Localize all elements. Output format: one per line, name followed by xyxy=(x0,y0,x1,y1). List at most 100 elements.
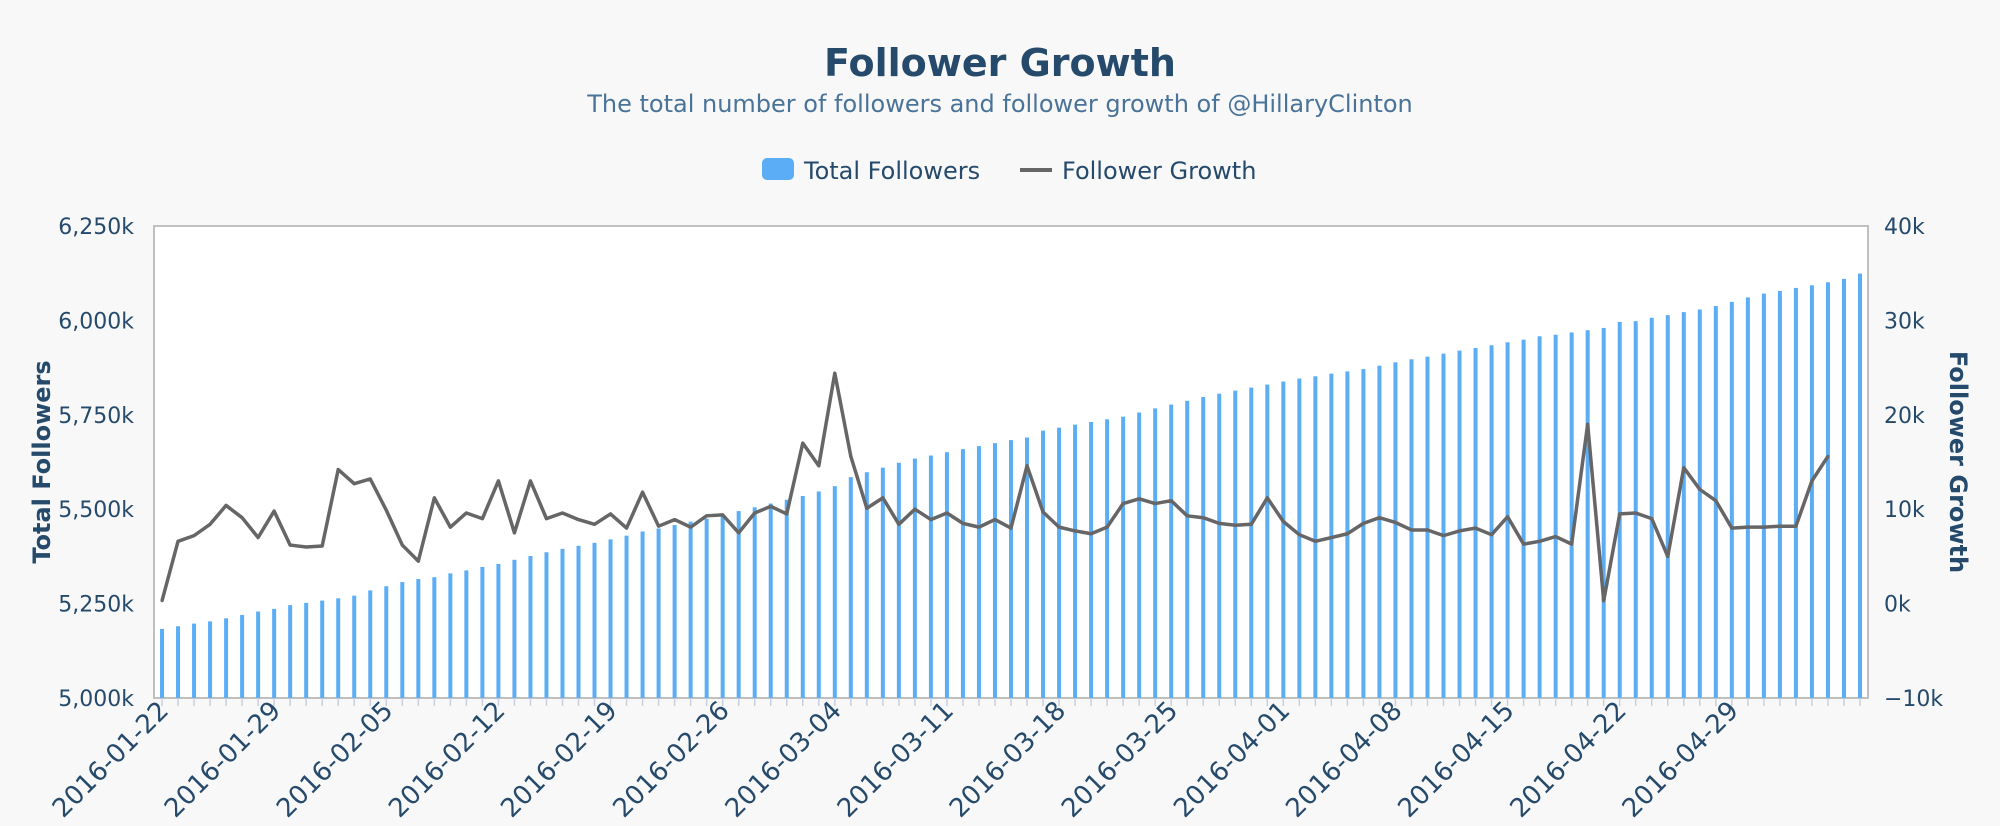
point-follower-growth[interactable] xyxy=(689,525,693,529)
bar-total-followers[interactable] xyxy=(1841,278,1846,698)
point-follower-growth[interactable] xyxy=(1105,525,1109,529)
legend-item-total-followers[interactable]: Total Followers xyxy=(762,157,980,185)
bar-total-followers[interactable] xyxy=(208,621,213,698)
bar-total-followers[interactable] xyxy=(1313,376,1318,698)
point-follower-growth[interactable] xyxy=(1185,514,1189,518)
bar-total-followers[interactable] xyxy=(1185,400,1190,698)
point-follower-growth[interactable] xyxy=(753,511,757,515)
bar-total-followers[interactable] xyxy=(1489,345,1494,698)
point-follower-growth[interactable] xyxy=(368,477,372,481)
point-follower-growth[interactable] xyxy=(785,512,789,516)
point-follower-growth[interactable] xyxy=(897,522,901,526)
point-follower-growth[interactable] xyxy=(1057,525,1061,529)
bar-total-followers[interactable] xyxy=(1649,317,1654,698)
bar-total-followers[interactable] xyxy=(1137,412,1142,698)
bar-total-followers[interactable] xyxy=(912,458,917,698)
bar-total-followers[interactable] xyxy=(1809,285,1814,698)
point-follower-growth[interactable] xyxy=(1554,535,1558,539)
bar-total-followers[interactable] xyxy=(1393,362,1398,698)
point-follower-growth[interactable] xyxy=(977,525,981,529)
bar-total-followers[interactable] xyxy=(1585,330,1590,698)
point-follower-growth[interactable] xyxy=(929,518,933,522)
point-follower-growth[interactable] xyxy=(1313,539,1317,543)
bar-total-followers[interactable] xyxy=(176,626,181,698)
point-follower-growth[interactable] xyxy=(1201,516,1205,520)
point-follower-growth[interactable] xyxy=(1714,499,1718,503)
bar-total-followers[interactable] xyxy=(400,582,405,698)
point-follower-growth[interactable] xyxy=(352,482,356,486)
point-follower-growth[interactable] xyxy=(833,371,837,375)
point-follower-growth[interactable] xyxy=(1281,519,1285,523)
bar-total-followers[interactable] xyxy=(320,600,325,698)
bar-total-followers[interactable] xyxy=(720,514,725,698)
point-follower-growth[interactable] xyxy=(1826,454,1830,458)
bar-total-followers[interactable] xyxy=(1233,390,1238,698)
bar-total-followers[interactable] xyxy=(1825,282,1830,698)
bar-total-followers[interactable] xyxy=(1745,297,1750,698)
bar-total-followers[interactable] xyxy=(1057,427,1062,698)
point-follower-growth[interactable] xyxy=(881,496,885,500)
point-follower-growth[interactable] xyxy=(1265,496,1269,500)
point-follower-growth[interactable] xyxy=(1778,524,1782,528)
point-follower-growth[interactable] xyxy=(737,531,741,535)
bar-total-followers[interactable] xyxy=(1601,327,1606,698)
bar-total-followers[interactable] xyxy=(976,446,981,698)
bar-total-followers[interactable] xyxy=(1793,287,1798,698)
point-follower-growth[interactable] xyxy=(1666,554,1670,558)
bar-total-followers[interactable] xyxy=(1265,384,1270,698)
bar-total-followers[interactable] xyxy=(304,602,309,698)
point-follower-growth[interactable] xyxy=(577,518,580,522)
point-follower-growth[interactable] xyxy=(320,544,324,548)
point-follower-growth[interactable] xyxy=(1762,525,1766,529)
point-follower-growth[interactable] xyxy=(336,468,340,472)
point-follower-growth[interactable] xyxy=(1490,533,1494,537)
point-follower-growth[interactable] xyxy=(657,524,661,528)
bar-total-followers[interactable] xyxy=(704,518,709,698)
point-follower-growth[interactable] xyxy=(1297,533,1301,537)
bar-total-followers[interactable] xyxy=(768,503,773,698)
bar-total-followers[interactable] xyxy=(432,577,437,698)
point-follower-growth[interactable] xyxy=(176,539,180,543)
bar-total-followers[interactable] xyxy=(1521,339,1526,698)
point-follower-growth[interactable] xyxy=(945,511,949,515)
bar-total-followers[interactable] xyxy=(256,611,261,698)
point-follower-growth[interactable] xyxy=(208,522,212,526)
point-follower-growth[interactable] xyxy=(512,531,516,535)
point-follower-growth[interactable] xyxy=(160,599,164,603)
bar-total-followers[interactable] xyxy=(1089,421,1094,698)
bar-total-followers[interactable] xyxy=(528,556,533,698)
bar-total-followers[interactable] xyxy=(576,545,581,698)
bar-total-followers[interactable] xyxy=(1281,381,1286,698)
bar-total-followers[interactable] xyxy=(224,618,229,698)
point-follower-growth[interactable] xyxy=(1249,522,1253,526)
point-follower-growth[interactable] xyxy=(1409,528,1413,532)
point-follower-growth[interactable] xyxy=(801,441,805,445)
point-follower-growth[interactable] xyxy=(448,525,452,529)
bar-total-followers[interactable] xyxy=(1025,437,1030,698)
point-follower-growth[interactable] xyxy=(593,522,597,526)
point-follower-growth[interactable] xyxy=(1009,526,1013,530)
point-follower-growth[interactable] xyxy=(400,543,404,547)
bar-total-followers[interactable] xyxy=(464,570,469,698)
bar-total-followers[interactable] xyxy=(752,507,757,698)
bar-total-followers[interactable] xyxy=(336,598,341,698)
bar-total-followers[interactable] xyxy=(848,477,853,698)
point-follower-growth[interactable] xyxy=(288,543,292,547)
bar-total-followers[interactable] xyxy=(512,559,517,698)
point-follower-growth[interactable] xyxy=(528,479,532,483)
bar-total-followers[interactable] xyxy=(1681,312,1686,698)
point-follower-growth[interactable] xyxy=(817,464,821,468)
point-follower-growth[interactable] xyxy=(1169,499,1173,503)
bar-total-followers[interactable] xyxy=(1425,356,1430,698)
bar-total-followers[interactable] xyxy=(864,472,869,698)
bar-total-followers[interactable] xyxy=(1553,334,1558,698)
bar-total-followers[interactable] xyxy=(544,552,549,698)
bar-total-followers[interactable] xyxy=(944,452,949,698)
point-follower-growth[interactable] xyxy=(1474,526,1478,530)
bar-total-followers[interactable] xyxy=(992,443,997,698)
point-follower-growth[interactable] xyxy=(256,536,260,540)
bar-total-followers[interactable] xyxy=(928,455,933,698)
point-follower-growth[interactable] xyxy=(769,504,773,508)
point-follower-growth[interactable] xyxy=(1538,539,1542,543)
bar-total-followers[interactable] xyxy=(1201,397,1206,698)
